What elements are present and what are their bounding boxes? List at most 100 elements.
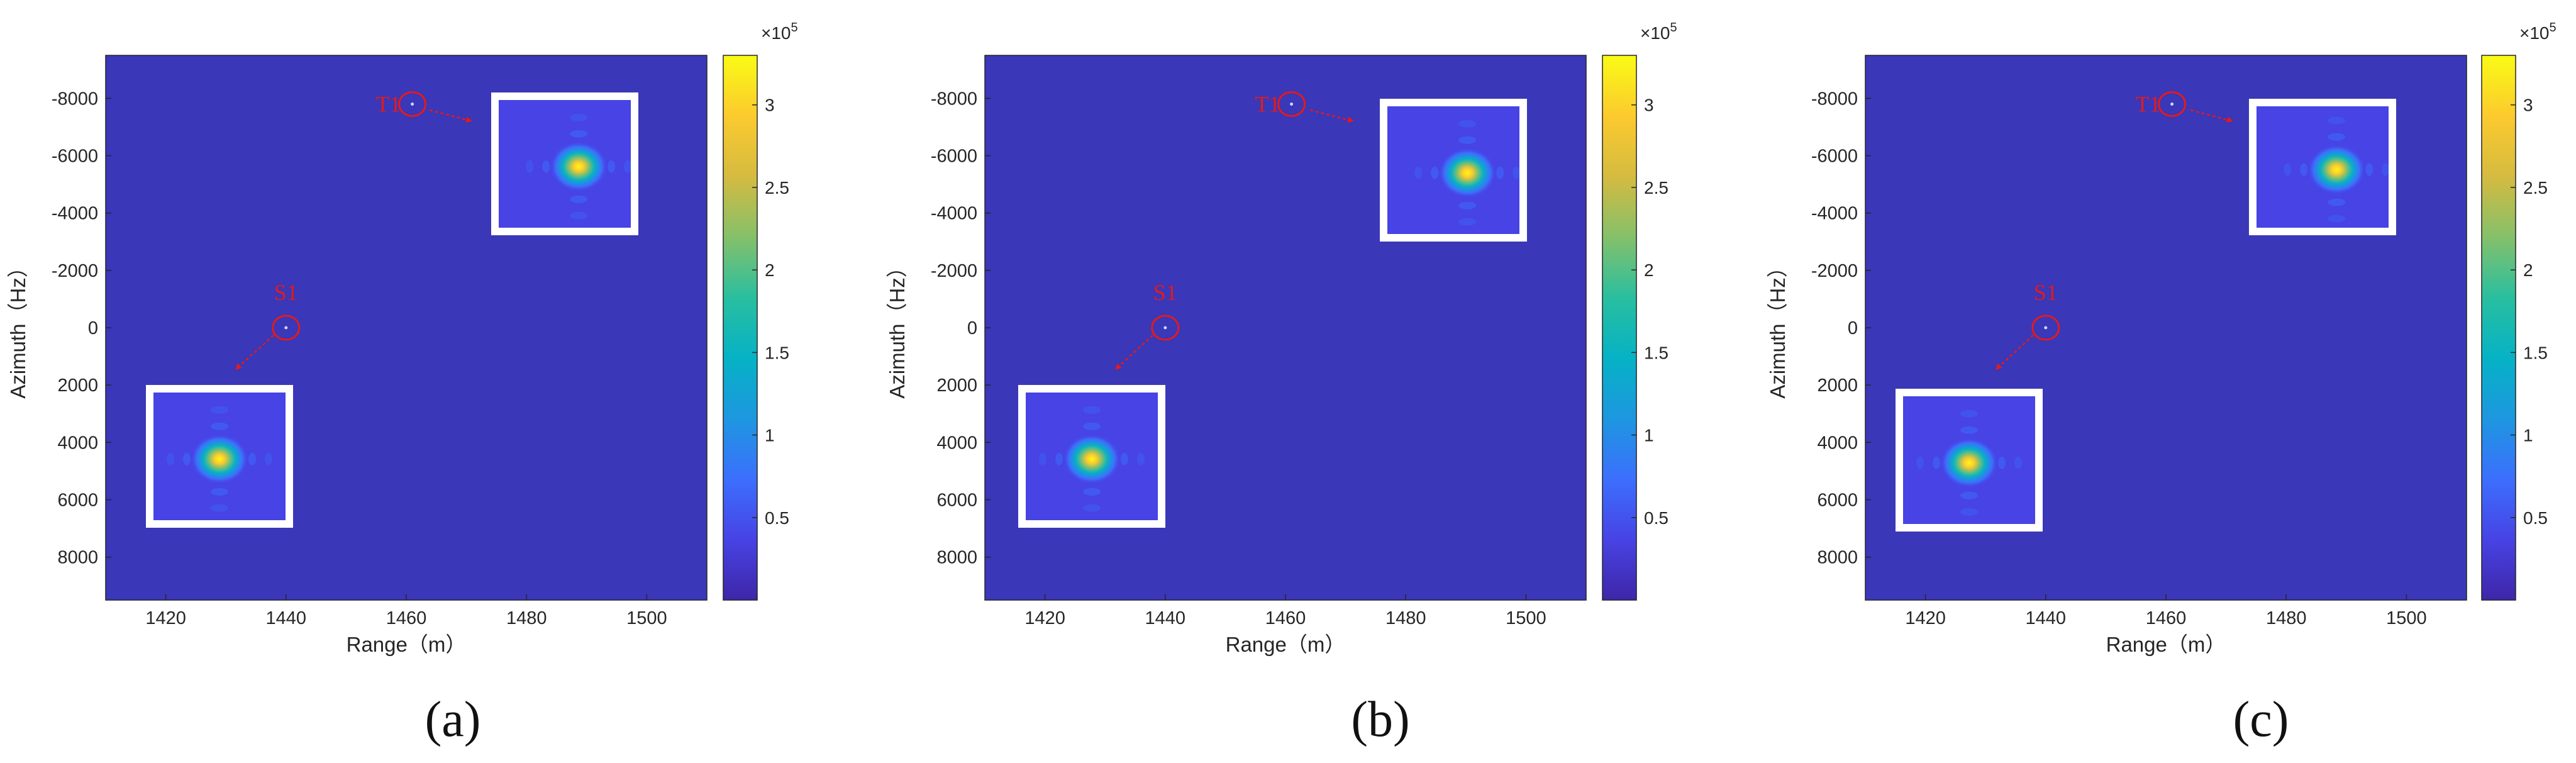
y-tick-label: -2000 — [931, 261, 977, 281]
inset-t1 — [1380, 99, 1527, 242]
y-tick-label: -8000 — [52, 89, 98, 109]
sidelobe-range — [2300, 163, 2308, 176]
panel-label: (c) — [2233, 692, 2289, 747]
x-axis-label: Range（m） — [347, 633, 467, 656]
marker-label: T1 — [376, 91, 401, 116]
target-marker-s1: S1 — [1151, 280, 1180, 341]
panel-label: (b) — [1351, 692, 1409, 747]
marker-label: T1 — [1255, 91, 1280, 116]
y-tick-label: -8000 — [1811, 89, 1858, 109]
y-axis-label: Azimuth（Hz） — [1766, 257, 1789, 399]
colorbar-tick-label: 1.5 — [1644, 343, 1668, 362]
sidelobe-azimuth — [2328, 133, 2346, 141]
marker-circle — [1277, 91, 1306, 117]
sidelobe-azimuth — [1083, 504, 1101, 512]
sidelobe-azimuth — [2328, 198, 2346, 206]
y-tick-label: 4000 — [57, 433, 98, 453]
inset-s1 — [146, 385, 293, 528]
mainlobe — [191, 433, 248, 484]
y-tick-label: 4000 — [936, 433, 977, 453]
colorbar-multiplier: ×105 — [2519, 21, 2557, 43]
marker-label: S1 — [2034, 280, 2058, 305]
colorbar-tick-label: 1.5 — [765, 343, 789, 362]
sidelobe-azimuth — [1458, 218, 1477, 226]
y-tick-label: -6000 — [931, 147, 977, 167]
x-tick-label: 1420 — [145, 608, 186, 628]
x-axis-label: Range（m） — [2106, 633, 2226, 656]
mainlobe — [1438, 147, 1497, 198]
marker-point — [284, 326, 288, 330]
marker-point — [2044, 326, 2048, 330]
sidelobe-azimuth — [1083, 487, 1101, 496]
marker-point — [1290, 102, 1294, 106]
sidelobe-range — [2014, 456, 2022, 469]
y-tick-label: 2000 — [57, 376, 98, 396]
sidelobe-azimuth — [1083, 422, 1101, 430]
sidelobe-azimuth — [2328, 214, 2346, 223]
x-tick-label: 1500 — [626, 608, 667, 628]
sidelobe-range — [167, 452, 174, 465]
marker-circle — [398, 91, 427, 117]
marker-label: T1 — [2136, 91, 2161, 116]
y-tick-label: -4000 — [52, 204, 98, 224]
mainlobe — [2307, 144, 2366, 195]
sidelobe-range — [248, 452, 256, 465]
sidelobe-range — [624, 160, 632, 173]
sidelobe-azimuth — [570, 113, 588, 121]
panel-label: (a) — [425, 692, 481, 747]
colorbar: 0.5 1 1.5 2 2.5 3 ×105 — [723, 21, 798, 601]
marker-label: S1 — [1153, 280, 1177, 305]
sidelobe-azimuth — [211, 422, 228, 430]
mainlobe — [1940, 437, 1998, 488]
inset-frame — [1018, 385, 1165, 528]
sidelobe-azimuth — [570, 130, 588, 138]
y-tick-label: 2000 — [936, 376, 977, 396]
sidelobe-azimuth — [1458, 201, 1477, 209]
colorbar-tick-label: 2.5 — [1644, 178, 1668, 198]
inset-s1 — [1018, 385, 1165, 528]
sidelobe-range — [1137, 452, 1145, 465]
colorbar-tick-label: 0.5 — [765, 508, 789, 528]
colorbar-tick-label: 3 — [765, 96, 775, 115]
sidelobe-range — [265, 452, 272, 465]
y-tick-label: 8000 — [1817, 548, 1858, 568]
inset-frame — [146, 385, 293, 528]
inset-s1 — [1896, 389, 2043, 532]
x-tick-label: 1460 — [1265, 608, 1306, 628]
sidelobe-azimuth — [2328, 116, 2346, 125]
x-tick-label: 1440 — [266, 608, 307, 628]
inset-frame — [491, 92, 638, 235]
colorbar: 0.5 1 1.5 2 2.5 3 ×105 — [2481, 21, 2557, 601]
colorbar-tick-label: 1 — [765, 426, 775, 445]
y-tick-label: 8000 — [57, 548, 98, 568]
y-tick-label: -6000 — [1811, 147, 1858, 167]
sidelobe-range — [2382, 163, 2390, 176]
sidelobe-range — [1431, 166, 1439, 179]
colorbar-tick-label: 1.5 — [2523, 343, 2548, 362]
sidelobe-range — [1496, 166, 1504, 179]
arrow-t1 — [1309, 109, 1354, 123]
x-tick-label: 1480 — [1385, 608, 1426, 628]
y-tick-label: -4000 — [1811, 204, 1858, 224]
chart-panel-2: 1420 1440 1460 1480 1500 -8000 -6000 -4000 -2000… — [886, 21, 1677, 747]
colorbar-tick-label: 0.5 — [2523, 508, 2548, 528]
x-tick-label: 1500 — [1506, 608, 1546, 628]
sidelobe-range — [542, 160, 550, 173]
colorbar-tick-label: 0.5 — [1644, 508, 1668, 528]
colorbar: 0.5 1 1.5 2 2.5 3 ×105 — [1602, 21, 1677, 601]
y-tick-label: -6000 — [52, 147, 98, 167]
x-axis-label: Range（m） — [1226, 633, 1346, 656]
sidelobe-azimuth — [570, 211, 588, 220]
sidelobe-azimuth — [1960, 508, 1978, 516]
sidelobe-range — [608, 160, 616, 173]
sidelobe-range — [1513, 166, 1521, 179]
y-tick-label: -2000 — [52, 261, 98, 281]
inset-t1 — [2249, 99, 2396, 235]
marker-point — [2170, 102, 2174, 106]
sidelobe-range — [1121, 452, 1128, 465]
sidelobe-azimuth — [1960, 491, 1978, 499]
colorbar-tick-label: 2 — [1644, 260, 1654, 280]
marker-circle — [2031, 315, 2060, 341]
